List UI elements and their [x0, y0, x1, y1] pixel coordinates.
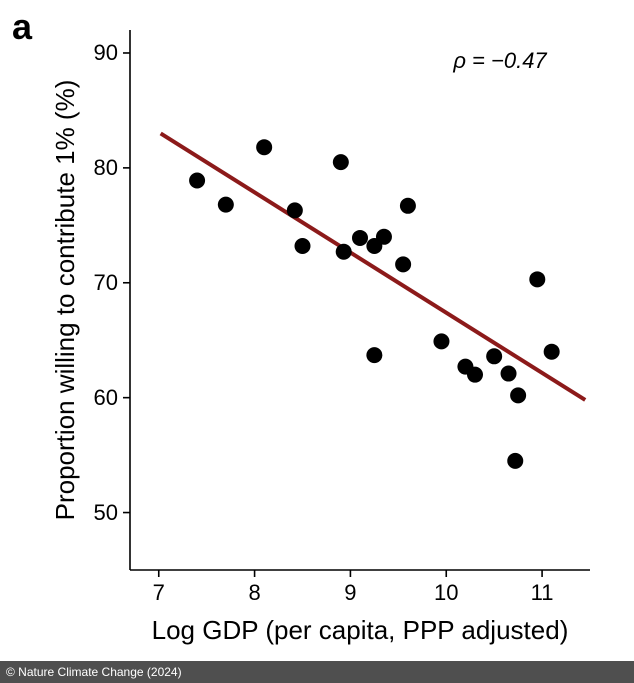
y-tick-label: 70 — [94, 270, 118, 296]
x-tick-label: 11 — [527, 580, 557, 606]
y-tick-label: 80 — [94, 155, 118, 181]
y-tick-label: 60 — [94, 385, 118, 411]
x-axis-label: Log GDP (per capita, PPP adjusted) — [130, 615, 590, 646]
figure-container: a Proportion willing to contribute 1% (%… — [0, 0, 634, 683]
x-tick-label: 7 — [144, 580, 174, 606]
y-axis-label: Proportion willing to contribute 1% (%) — [50, 30, 81, 570]
x-tick-label: 9 — [335, 580, 365, 606]
correlation-annotation: ρ = −0.47 — [453, 48, 546, 74]
x-tick-label: 10 — [431, 580, 461, 606]
y-tick-label: 50 — [94, 500, 118, 526]
x-tick-label: 8 — [240, 580, 270, 606]
y-tick-label: 90 — [94, 40, 118, 66]
credit-bar: © Nature Climate Change (2024) — [0, 661, 634, 683]
